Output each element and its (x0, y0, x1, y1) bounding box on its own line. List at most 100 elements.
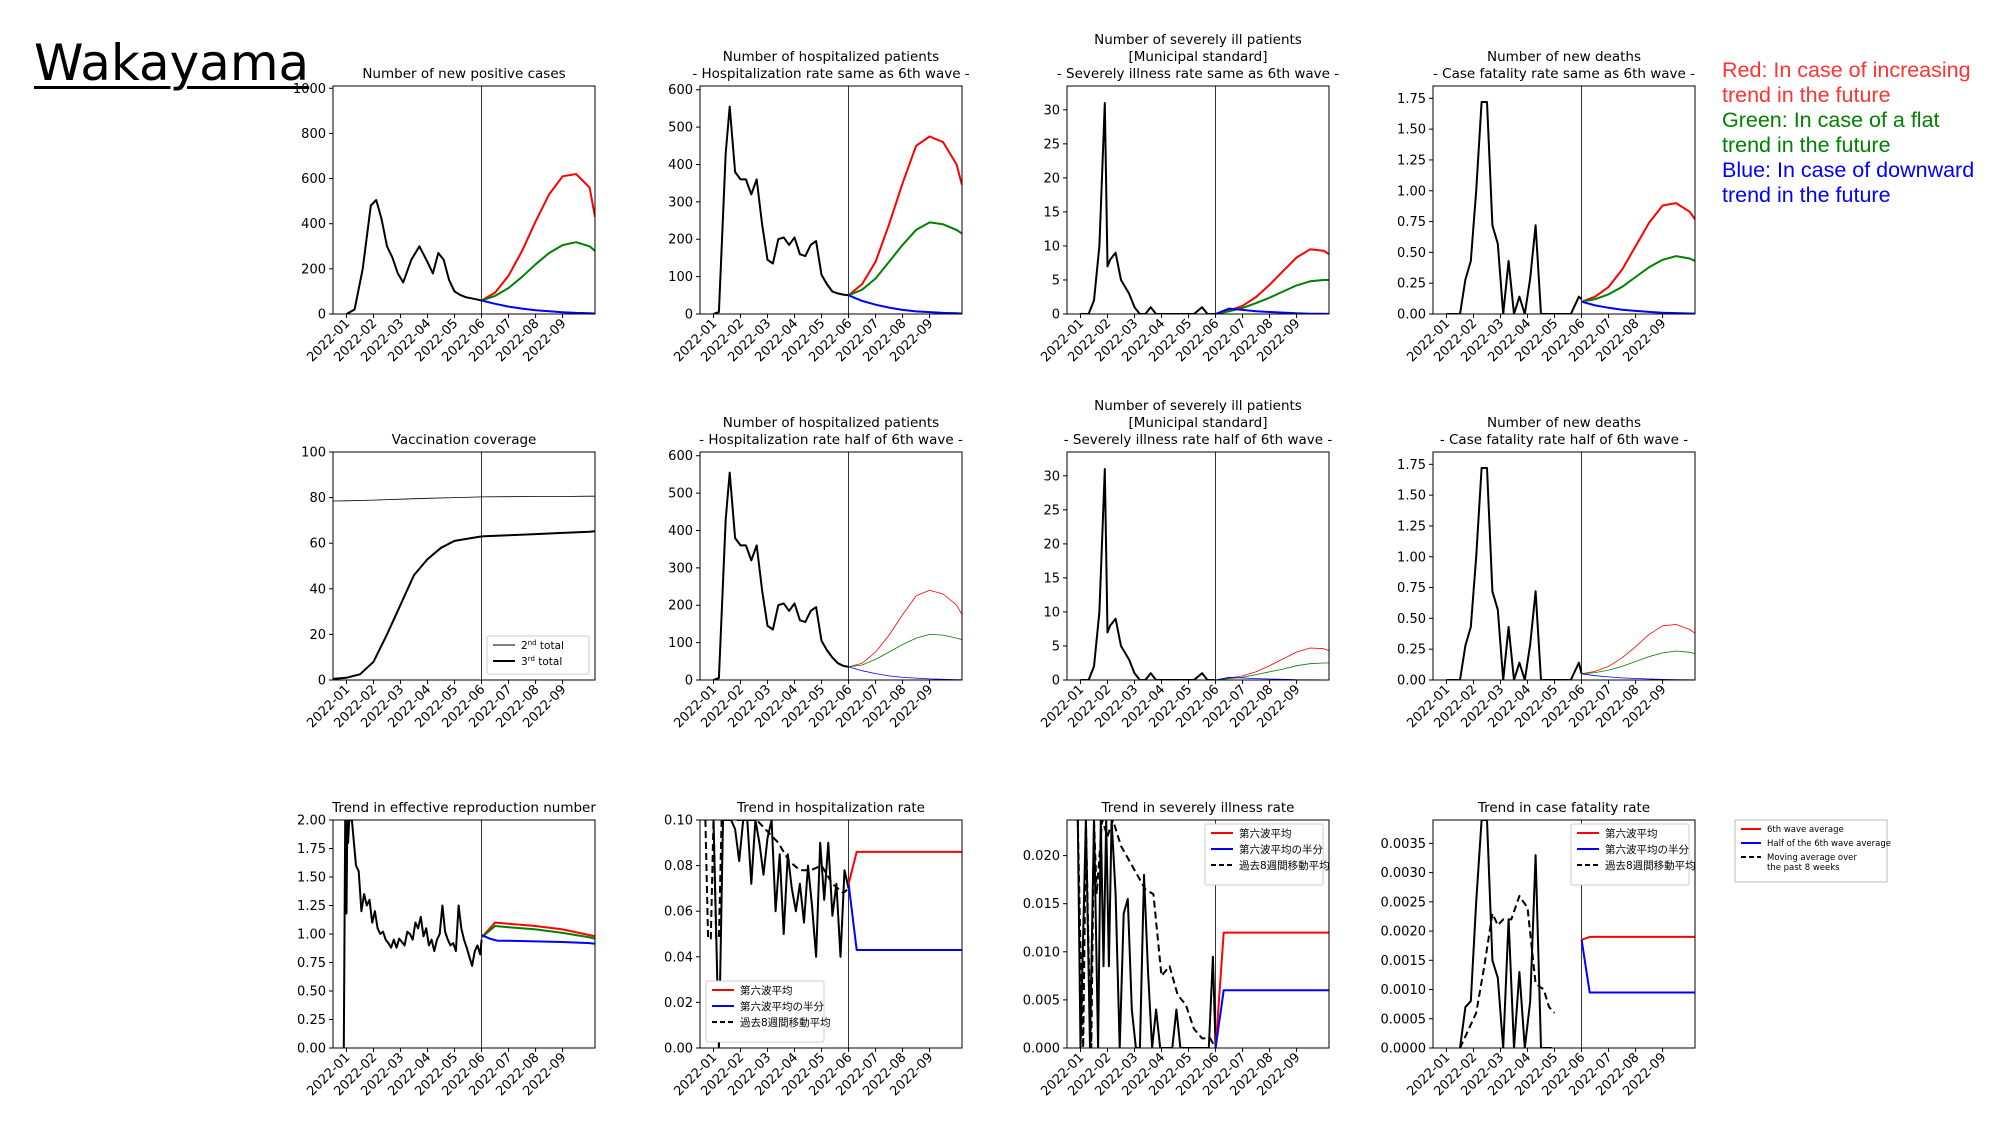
y-tick-label: 600 (301, 172, 326, 187)
chart-title: Number of new deaths (1487, 415, 1641, 431)
y-tick-label: 5 (1052, 639, 1060, 654)
y-tick-label: 0.02 (664, 996, 693, 1011)
note-line: Blue: In case of downward (1722, 158, 1975, 182)
series-observed-line (712, 820, 850, 1048)
chart-title: - Hospitalization rate same as 6th wave … (692, 66, 969, 82)
chart-title: - Hospitalization rate half of 6th wave … (699, 432, 963, 448)
y-tick-label: 0.0035 (1381, 837, 1427, 852)
chart-panel: Trend in hospitalization rate 0.00 0.02 0.0… (664, 800, 963, 1099)
chart-title: Vaccination coverage (392, 432, 537, 448)
plot-frame (1432, 451, 1696, 681)
series-increase-line (1215, 248, 1329, 314)
series-decrease-line (1580, 939, 1695, 994)
y-tick-label: 0.75 (297, 956, 326, 971)
y-tick-label: 60 (309, 537, 326, 552)
plot-frame (699, 819, 963, 1049)
series-increase-line (847, 135, 962, 297)
chart-title: - Case fatality rate same as 6th wave - (1433, 66, 1695, 82)
y-tick-label: 300 (668, 561, 693, 576)
chart-title: Number of severely ill patients (1094, 398, 1302, 414)
y-tick-label: 100 (668, 636, 693, 651)
y-tick-label: 0.0000 (1381, 1042, 1427, 1057)
y-tick-label: 0.25 (1397, 277, 1426, 292)
y-tick-label: 0.50 (1397, 246, 1426, 261)
series-increase-line (1581, 935, 1695, 941)
series-decrease-line (481, 934, 595, 945)
chart-panel: Vaccination coverage0204060801002022-012… (301, 432, 596, 731)
series-observed-line (713, 471, 849, 680)
chart-panel: Trend in case fatality rate 0.0000 0.0005 0… (1381, 800, 1696, 1099)
chart-title: - Severely illness rate half of 6th wave… (1064, 432, 1333, 448)
chart-panel: Trend in severely illness rate 0.000 0.005… (1023, 800, 1330, 1099)
chart-title: Number of severely ill patients (1094, 32, 1302, 48)
y-tick-label: 10 (1043, 239, 1060, 254)
side-legend-label: Half of the 6th wave average (1767, 839, 1891, 849)
series-flat-line (848, 634, 962, 668)
chart-panel: Number of new deaths- Case fatality rate… (1397, 415, 1696, 731)
y-tick-label: 1.25 (1397, 153, 1426, 168)
series-observed-line (1080, 102, 1216, 314)
chart-panel: Trend in effective reproduction number 0.… (297, 800, 596, 1099)
y-tick-label: 800 (301, 127, 326, 142)
chart-panel: Number of new deaths- Case fatality rate… (1397, 49, 1696, 365)
chart-title: Trend in severely illness rate (1101, 800, 1295, 816)
legend-label: 第六波平均の半分 (740, 1000, 824, 1013)
series-thin-line (333, 495, 595, 502)
y-tick-label: 0 (1052, 308, 1060, 323)
y-tick-label: 0.010 (1023, 945, 1060, 960)
chart-title: Trend in effective reproduction number (331, 800, 596, 816)
chart-title: - Case fatality rate half of 6th wave - (1440, 432, 1688, 448)
chart-title: Number of new positive cases (362, 66, 565, 82)
legend-label: 第六波平均 (1605, 827, 1658, 840)
y-tick-label: 0.0020 (1381, 925, 1427, 940)
legend-label: 過去8週間移動平均 (1605, 859, 1696, 872)
series-moving_avg-line (1459, 895, 1556, 1048)
side-legend-label: the past 8 weeks (1767, 863, 1840, 873)
legend-label: 2nd total (521, 639, 564, 652)
series-decrease-line (848, 666, 962, 680)
side-legend-label: 6th wave average (1767, 825, 1844, 835)
series-increase-line (1215, 647, 1329, 680)
y-tick-label: 100 (301, 446, 326, 461)
y-tick-label: 1.50 (1397, 489, 1426, 504)
legend-label: 第六波平均の半分 (1605, 843, 1689, 856)
y-tick-label: 500 (668, 487, 693, 502)
plot-frame (699, 451, 963, 681)
plot-frame (332, 451, 596, 681)
plot-frame (699, 85, 963, 315)
legend-label: 過去8週間移動平均 (740, 1016, 831, 1029)
legend-box (1570, 823, 1690, 886)
y-tick-label: 100 (668, 270, 693, 285)
y-tick-label: 20 (1043, 537, 1060, 552)
series-flat-line (480, 925, 595, 940)
note-line: trend in the future (1722, 83, 1891, 107)
y-tick-label: 0.00 (664, 1042, 693, 1057)
series-flat-line (848, 221, 962, 297)
note-line: trend in the future (1722, 183, 1891, 207)
y-tick-label: 0.000 (1023, 1042, 1060, 1057)
y-tick-label: 80 (309, 491, 326, 506)
y-tick-label: 1000 (293, 82, 326, 97)
series-decrease-line (847, 883, 962, 951)
series-flat-line (1581, 255, 1695, 303)
chart-panel: Number of new positive cases 0 200 400 600 80… (293, 66, 596, 365)
plot-frame (1066, 819, 1330, 1049)
y-tick-label: 1.25 (1397, 519, 1426, 534)
series-increase-line (1214, 931, 1329, 1048)
legend-box (705, 980, 825, 1043)
series-observed-line (1446, 467, 1583, 680)
series-observed-line (342, 820, 483, 1048)
legend-label: 第六波平均の半分 (1239, 843, 1323, 856)
y-tick-label: 0.25 (297, 1013, 326, 1028)
series-increase-line (1581, 624, 1695, 675)
y-tick-label: 15 (1043, 205, 1060, 220)
chart-title: Trend in hospitalization rate (736, 800, 925, 816)
series-decrease-line (481, 299, 595, 314)
y-tick-label: 1.75 (297, 842, 326, 857)
y-tick-label: 0 (685, 674, 693, 689)
series-observed-line (333, 530, 595, 680)
note-line: Green: In case of a flat (1722, 108, 1940, 132)
y-tick-label: 30 (1043, 469, 1060, 484)
y-tick-label: 0 (318, 674, 326, 689)
